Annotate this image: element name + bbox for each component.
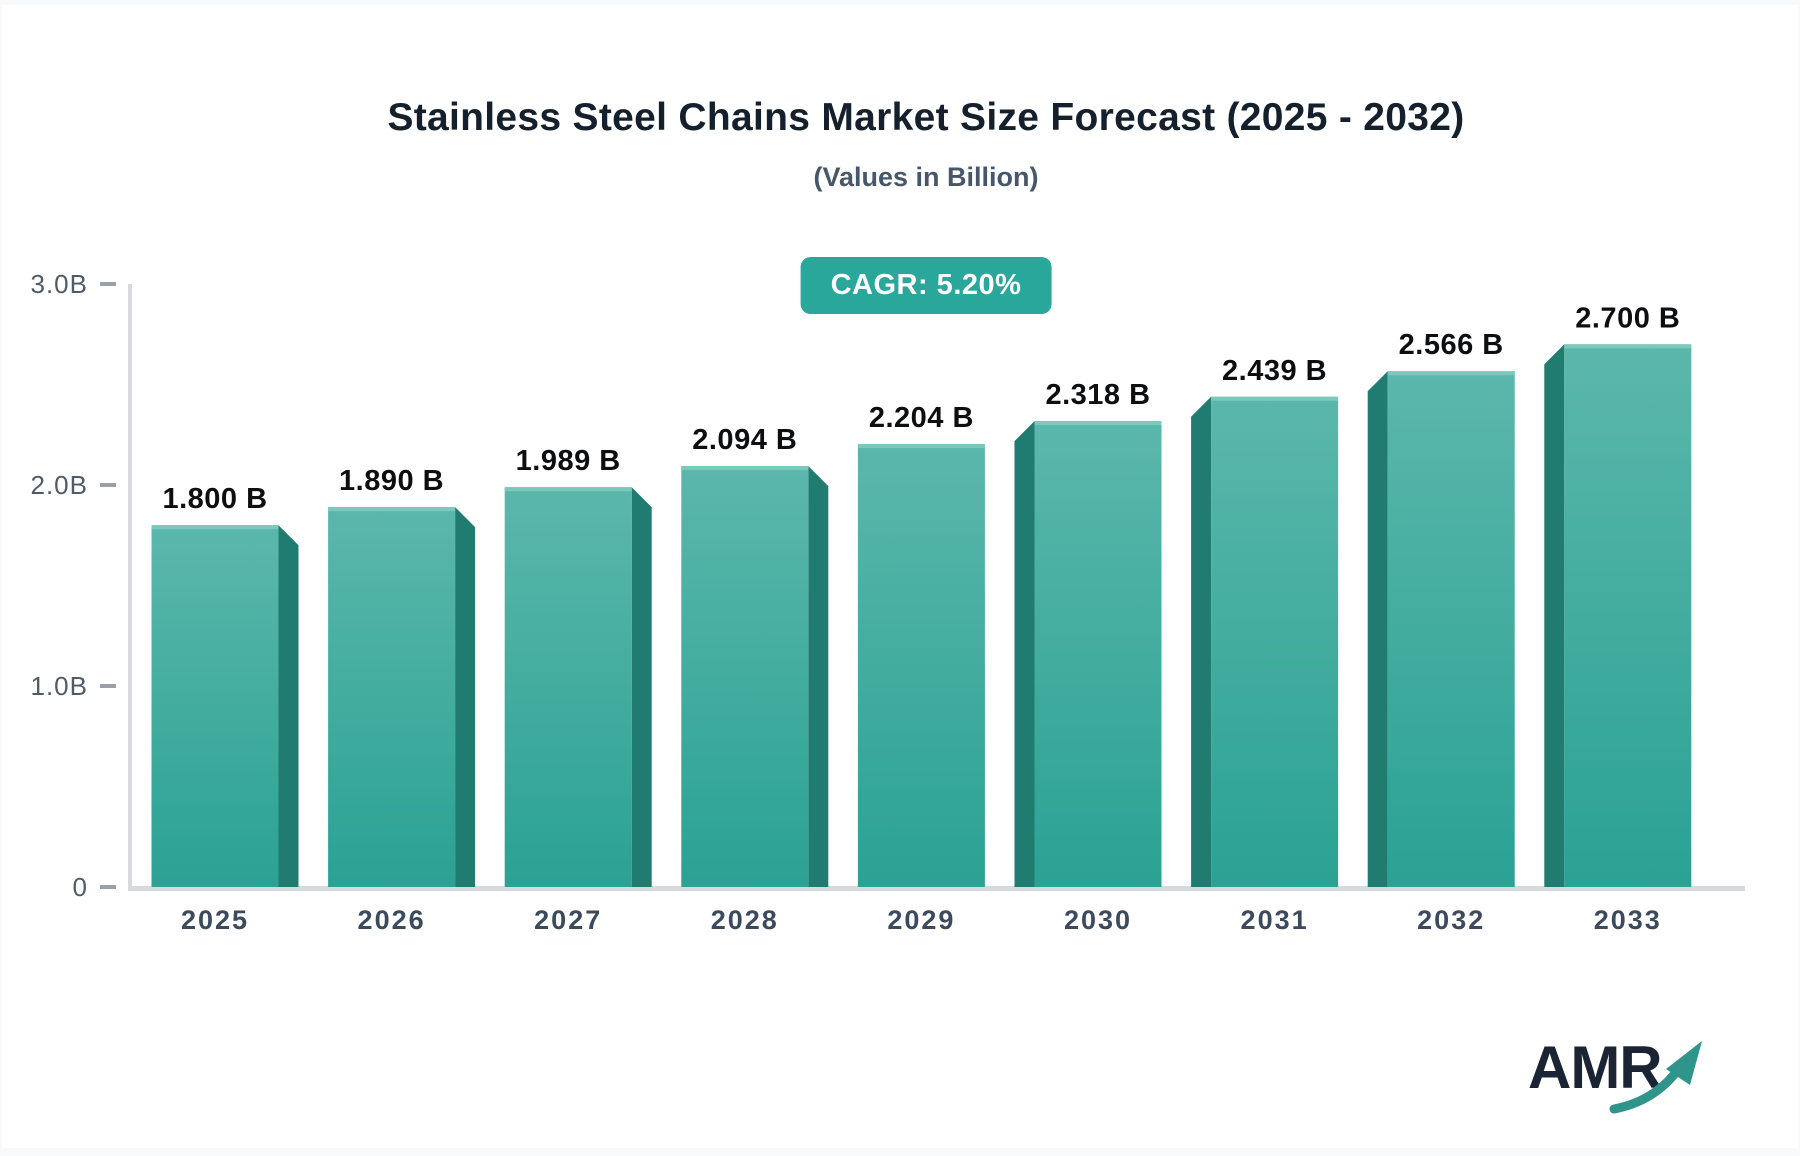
x-tick-label: 2026 <box>358 905 426 935</box>
bar-top-edge <box>1564 344 1692 349</box>
bar-value-label: 1.989 B <box>516 445 621 477</box>
bar-front-face <box>1387 371 1515 887</box>
x-tick-label: 2029 <box>887 905 955 935</box>
bar-value-label: 2.204 B <box>869 402 974 434</box>
bar-side-face <box>808 466 829 887</box>
growth-arrow-head <box>1666 1041 1702 1085</box>
bar-front-face <box>1564 344 1692 887</box>
bar-top-edge <box>857 443 985 448</box>
y-tick-mark <box>100 282 116 286</box>
bar-value-label: 2.700 B <box>1575 302 1680 334</box>
bar-value-label: 2.094 B <box>692 424 797 456</box>
bar-front-face <box>504 487 632 887</box>
x-tick-label: 2028 <box>711 905 779 935</box>
growth-arrow-swoosh <box>1609 1062 1685 1114</box>
y-tick-label: 0 <box>73 872 88 902</box>
bar-top-edge <box>681 466 809 471</box>
y-tick-mark <box>100 684 116 688</box>
bar-top-edge <box>504 487 632 492</box>
bar-value-label: 2.439 B <box>1222 355 1327 387</box>
y-tick-mark <box>100 885 116 889</box>
bar-2025: 1.800 B 2025 <box>151 483 299 935</box>
bar-side-face <box>455 507 476 887</box>
bar-side-face <box>1367 371 1388 887</box>
bar-top-edge <box>1387 371 1515 376</box>
bar-side-face <box>1544 344 1565 887</box>
bar-top-edge <box>1034 421 1162 426</box>
amr-logo: AMR <box>1528 1033 1728 1123</box>
page-title: Stainless Steel Chains Market Size Forec… <box>387 96 1465 139</box>
y-axis-line <box>128 284 132 890</box>
x-tick-label: 2025 <box>181 905 249 935</box>
bar-front-face <box>328 507 456 887</box>
bar-side-face <box>1014 421 1035 887</box>
bar-value-label: 2.566 B <box>1399 329 1504 361</box>
y-tick-label: 3.0B <box>31 269 89 299</box>
bar-2026: 1.890 B 2026 <box>328 465 476 935</box>
x-tick-label: 2031 <box>1241 905 1309 935</box>
bar-value-label: 2.318 B <box>1045 379 1150 411</box>
bar-side-face <box>278 525 299 887</box>
bar-value-label: 1.890 B <box>339 465 444 497</box>
header: Stainless Steel Chains Market Size Forec… <box>52 0 1800 193</box>
bar-front-face <box>857 443 985 887</box>
bar-2031: 2.439 B 2031 <box>1191 355 1339 935</box>
bar-front-face <box>681 466 809 887</box>
bar-side-face <box>1191 396 1212 887</box>
y-tick-label: 1.0B <box>31 671 89 701</box>
page-subtitle: (Values in Billion) <box>813 162 1039 192</box>
bar-2032: 2.566 B 2032 <box>1367 329 1515 935</box>
y-tick-label: 2.0B <box>31 470 89 500</box>
bar-front-face <box>1034 421 1162 887</box>
x-tick-label: 2030 <box>1064 905 1132 935</box>
x-axis-baseline <box>128 886 1745 891</box>
bar-2028: 2.094 B 2028 <box>681 424 829 935</box>
bar-top-edge <box>328 507 456 512</box>
bar-2033: 2.700 B 2033 <box>1544 302 1692 935</box>
growth-arrow-icon <box>1609 1041 1702 1114</box>
bar-front-face <box>151 525 279 887</box>
y-tick-mark <box>100 483 116 487</box>
bar-value-label: 1.800 B <box>162 483 267 515</box>
bar-front-face <box>1211 396 1339 887</box>
x-tick-label: 2033 <box>1594 905 1662 935</box>
bar-2030: 2.318 B 2030 <box>1014 379 1162 935</box>
bar-top-edge <box>151 525 279 530</box>
amr-logo-text: AMR <box>1528 1034 1663 1101</box>
x-tick-label: 2027 <box>534 905 602 935</box>
bar-2029: 2.204 B 2029 <box>857 402 985 935</box>
bar-side-face <box>631 487 652 887</box>
x-tick-label: 2032 <box>1417 905 1485 935</box>
bar-top-edge <box>1211 396 1339 401</box>
cagr-badge: CAGR: 5.20% <box>800 257 1052 314</box>
bar-2027: 1.989 B 2027 <box>504 445 652 935</box>
